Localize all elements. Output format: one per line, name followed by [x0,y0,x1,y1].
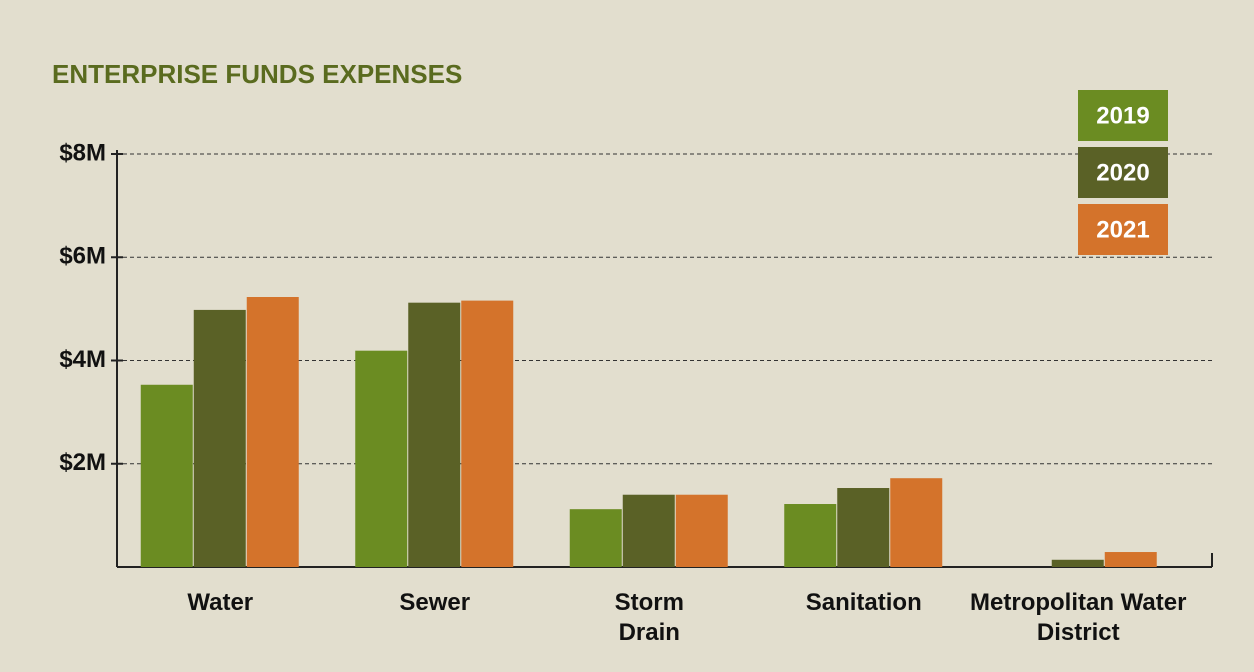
chart-title: ENTERPRISE FUNDS EXPENSES [52,59,462,89]
bar [675,494,728,567]
legend-label: 2020 [1096,159,1149,186]
bar [246,297,299,567]
bar [193,309,246,567]
x-tick-label: Water [187,589,254,616]
bar [622,494,675,567]
x-tick-label: Sanitation [805,589,922,616]
x-tick-label: Metropolitan Water District [970,589,1187,646]
bar [140,384,193,567]
legend-swatch [1078,90,1168,141]
legend-label: 2019 [1096,102,1149,129]
y-tick-label: $2M [59,449,106,476]
legend-swatch [1078,147,1168,198]
bar [890,478,943,567]
y-tick-label: $6M [59,243,106,270]
bar [461,300,514,567]
x-tick-label: Sewer [399,589,471,616]
y-tick-label: $4M [59,346,106,373]
bar [784,504,837,567]
legend-swatch [1078,204,1168,255]
bar [837,488,890,567]
x-tick-label: Storm Drain [614,589,684,646]
bar [408,302,461,567]
y-tick-label: $8M [59,139,106,166]
legend-label: 2021 [1096,216,1149,243]
bar [1051,559,1104,567]
bar [1104,552,1157,567]
bar [355,350,408,567]
bar [569,509,622,567]
